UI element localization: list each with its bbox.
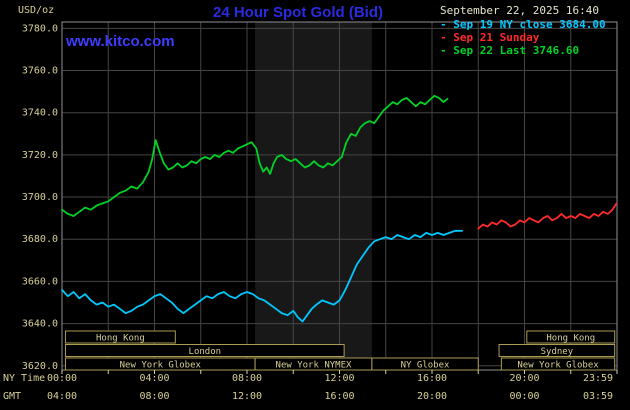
series-lines — [61, 94, 618, 323]
y-axis-tick-label: 3660.0 — [22, 276, 58, 287]
y-axis-tick-label: 3620.0 — [22, 361, 58, 372]
gmt-axis-label: GMT — [3, 391, 21, 402]
datetime-label: September 22, 2025 16:40 — [440, 4, 599, 17]
y-axis-labels: 3780.0 3760.0 3740.0 3720.0 3700.0 3680.0 3660… — [22, 23, 58, 371]
nymex-hours-band-rect — [255, 22, 372, 370]
x-tick-gmt-label: 08:00 — [139, 391, 169, 402]
x-tick-gmt-label: 00:00 — [509, 391, 539, 402]
session-box — [500, 357, 616, 371]
x-tick-gmt-label: 04:00 — [47, 391, 77, 402]
y-axis-tick-label: 3720.0 — [22, 150, 58, 161]
y-axis-tick-label: 3700.0 — [22, 192, 58, 203]
session-label: London — [189, 347, 222, 357]
grid — [62, 22, 617, 370]
x-tick-ny-label: 08:00 — [232, 373, 262, 384]
x-tick-ny-label: 23:59 — [583, 373, 613, 384]
session-label: Hong Kong — [546, 334, 595, 344]
x-tick-gmt-label: 16:00 — [324, 391, 354, 402]
session-box — [498, 344, 616, 357]
y-axis-tick-label: 3760.0 — [22, 66, 58, 77]
x-tick-ny-label: 12:00 — [324, 373, 354, 384]
x-axis-labels: 00:00 04:00 04:00 08:00 08:00 12:00 12:00 16:00… — [47, 370, 618, 402]
chart-title: 24 Hour Spot Gold (Bid) — [213, 4, 383, 21]
legend-item: - Sep 22 Last 3746.60 — [440, 44, 579, 57]
session-label: Hong Kong — [96, 334, 145, 344]
series-line-sep22 — [61, 94, 449, 217]
kitco-watermark-link[interactable]: www.kitco.com — [65, 33, 175, 50]
y-axis-tick-label: 3640.0 — [22, 319, 58, 330]
ny-time-axis-label: NY Time — [3, 373, 45, 384]
session-label: New York NYMEX — [276, 361, 352, 371]
y-axis-tick-label: 3740.0 — [22, 108, 58, 119]
session-label: New York Globex — [517, 361, 599, 371]
legend-item: - Sep 21 Sunday — [440, 31, 540, 44]
nymex-session-band — [255, 22, 372, 370]
session-box — [64, 344, 345, 357]
legend-item: - Sep 19 NY close 3684.00 — [440, 18, 606, 31]
session-label: New York Globex — [120, 361, 202, 371]
x-tick-gmt-label: 20:00 — [417, 391, 447, 402]
x-tick-ny-label: 16:00 — [417, 373, 447, 384]
session-label: NY Globex — [401, 361, 450, 371]
session-bars: Hong Kong Hong Kong London Sydney New York G… — [64, 330, 616, 371]
series-line-sep21 — [477, 202, 618, 230]
series-line-sep19 — [61, 229, 464, 323]
x-tick-ny-label: 20:00 — [509, 373, 539, 384]
x-tick-gmt-label: 12:00 — [232, 391, 262, 402]
session-label: Sydney — [541, 347, 574, 357]
x-tick-gmt-label: 03:59 — [583, 391, 613, 402]
x-tick-ny-label: 00:00 — [47, 373, 77, 384]
y-axis-tick-label: 3780.0 — [22, 23, 58, 34]
session-box — [526, 330, 616, 344]
x-tick-ny-label: 04:00 — [139, 373, 169, 384]
y-axis-tick-label: 3680.0 — [22, 234, 58, 245]
y-axis-unit-label: USD/oz — [18, 5, 54, 16]
session-box — [371, 357, 479, 371]
session-box — [64, 330, 176, 344]
legend: - Sep 19 NY close 3684.00- Sep 21 Sunday… — [440, 18, 606, 57]
